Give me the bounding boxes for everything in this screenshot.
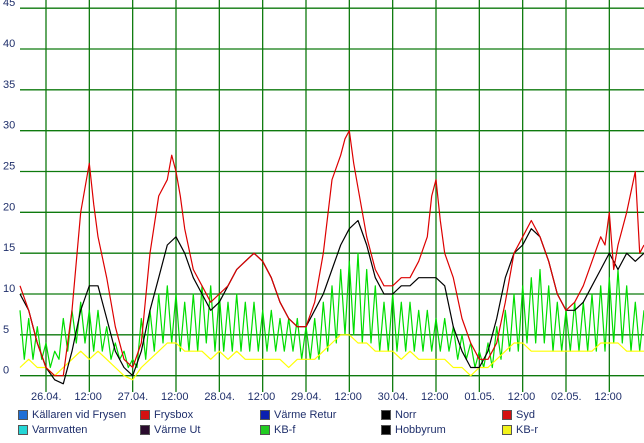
legend-item: Källaren vid Frysen xyxy=(18,408,126,422)
legend-label: Norr xyxy=(395,409,417,421)
legend-swatch xyxy=(18,410,28,420)
legend-label: Syd xyxy=(516,409,535,421)
y-tick-label: 35 xyxy=(3,79,15,91)
x-tick-label: 29.04. xyxy=(291,391,322,403)
legend-swatch xyxy=(260,410,270,420)
legend-label: Varmvatten xyxy=(32,424,88,436)
x-tick-label: 12:00 xyxy=(161,391,189,403)
legend-item: Värme Ut xyxy=(140,423,200,437)
y-tick-label: 5 xyxy=(3,324,9,336)
legend-swatch xyxy=(140,425,150,435)
series-line-syd xyxy=(19,130,644,377)
legend-item: Syd xyxy=(502,408,535,422)
legend-item: Varmvatten xyxy=(18,423,87,437)
legend-swatch xyxy=(502,410,512,420)
legend-swatch xyxy=(381,410,391,420)
legend-label: KB-f xyxy=(274,424,296,436)
x-tick-label: 01.05. xyxy=(464,391,495,403)
y-tick-label: 15 xyxy=(3,242,15,254)
legend-item: KB-f xyxy=(260,423,295,437)
series-line-norr xyxy=(19,219,644,385)
legend-item: Hobbyrum xyxy=(381,423,446,437)
x-tick-label: 12:00 xyxy=(74,391,102,403)
x-tick-label: 12:00 xyxy=(248,391,276,403)
legend-swatch xyxy=(140,410,150,420)
x-tick-label: 12:00 xyxy=(508,391,536,403)
y-tick-label: 40 xyxy=(3,38,15,50)
y-axis-ticks: 0 5 10 15 20 25 30 35 40 45 xyxy=(3,0,15,377)
legend-swatch xyxy=(381,425,391,435)
x-tick-label: 02.05. xyxy=(551,391,582,403)
series-line-kb-r xyxy=(19,334,644,381)
legend: Källaren vid Frysen Frysbox Värme Retur Nor… xyxy=(0,406,644,443)
legend-label: Hobbyrum xyxy=(395,424,446,436)
x-tick-label: 12:00 xyxy=(594,391,622,403)
legend-item: Frysbox xyxy=(140,408,193,422)
legend-label: Värme Ut xyxy=(154,424,201,436)
x-tick-label: 26.04. xyxy=(31,391,62,403)
x-axis-ticks: 26.04. 12:00 27.04. 12:00 28.04. 12:00 29.04. 1… xyxy=(31,391,622,403)
legend-label: Frysbox xyxy=(154,409,194,421)
series-line-kb-f xyxy=(19,252,644,369)
x-tick-label: 28.04. xyxy=(204,391,235,403)
y-tick-label: 45 xyxy=(3,0,15,9)
x-tick-label: 30.04. xyxy=(378,391,409,403)
y-tick-label: 0 xyxy=(3,365,9,377)
legend-item: Värme Retur xyxy=(260,408,336,422)
legend-swatch xyxy=(502,425,512,435)
x-tick-label: 12:00 xyxy=(334,391,362,403)
legend-swatch xyxy=(260,425,270,435)
legend-swatch xyxy=(18,425,28,435)
y-tick-label: 25 xyxy=(3,161,15,173)
legend-label: KB-r xyxy=(516,424,538,436)
series-lines xyxy=(19,130,644,385)
legend-item: KB-r xyxy=(502,423,538,437)
line-chart: 0 5 10 15 20 25 30 35 40 45 26.04. 12:00 27.04. 12:0… xyxy=(3,0,644,403)
legend-item: Norr xyxy=(381,408,416,422)
x-tick-label: 12:00 xyxy=(421,391,449,403)
grid xyxy=(20,0,644,392)
legend-label: Värme Retur xyxy=(274,409,337,421)
y-tick-label: 30 xyxy=(3,120,15,132)
x-tick-label: 27.04. xyxy=(118,391,149,403)
y-tick-label: 20 xyxy=(3,201,15,213)
y-tick-label: 10 xyxy=(3,283,15,295)
legend-label: Källaren vid Frysen xyxy=(32,409,127,421)
